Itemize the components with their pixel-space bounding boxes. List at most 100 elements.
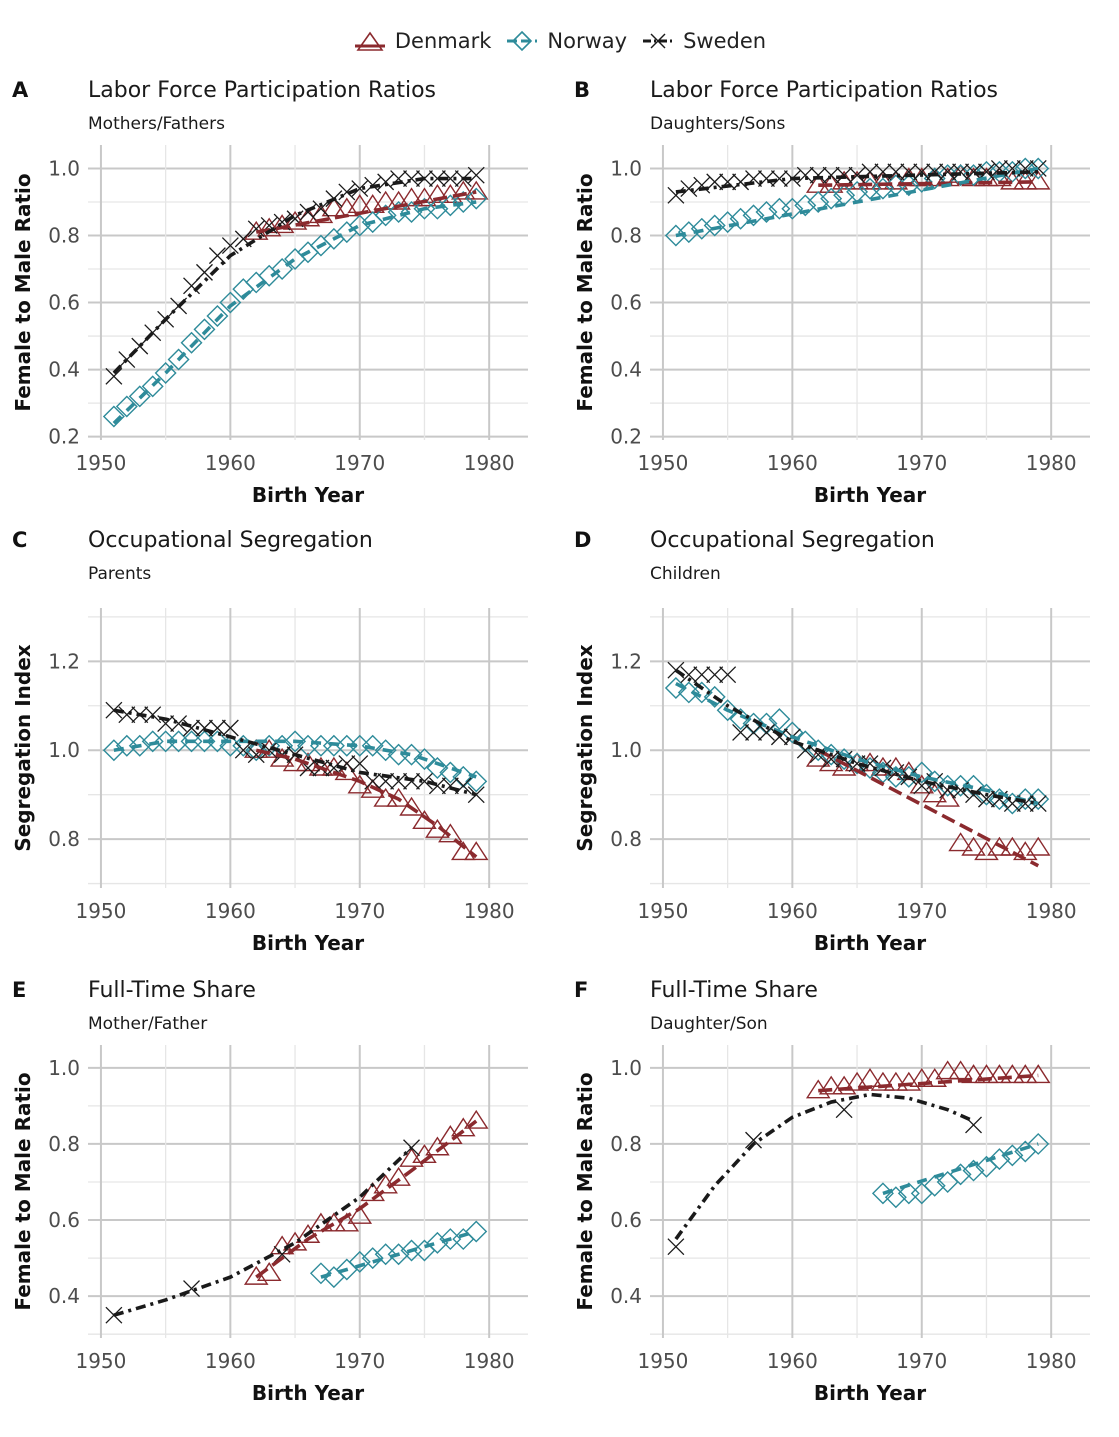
data-point-x [667, 1238, 685, 1256]
data-point-x [105, 367, 123, 385]
data-point-diamond [884, 1186, 907, 1209]
data-point-x [221, 719, 239, 737]
data-point-triangle [974, 841, 999, 861]
data-point-triangle [463, 841, 489, 861]
chart-svg-f: F Full-Time Share Daughter/Son 0.4 0.6 0.8 1.0… [573, 978, 1090, 1405]
fit-line-sweden [112, 176, 477, 375]
data-point-triangle [961, 1064, 986, 1084]
panel-subtitle: Parents [88, 564, 151, 584]
fit-line-norway [320, 1229, 477, 1279]
data-point-x [939, 163, 957, 181]
y-tick-label: 0.6 [610, 291, 642, 315]
data-point-x [835, 166, 853, 184]
series-norway [102, 187, 488, 428]
panel-tag: B [574, 78, 590, 102]
data-point-x [796, 166, 814, 184]
y-tick-label: 0.6 [610, 1208, 642, 1232]
x-tick-label: 1950 [637, 451, 688, 475]
y-tick-label: 0.4 [48, 1284, 80, 1308]
data-point-triangle [883, 1071, 909, 1091]
data-point-x [428, 170, 446, 187]
data-point-diamond [335, 221, 358, 244]
data-point-diamond [1027, 157, 1050, 180]
x-tick-label: 1980 [464, 1349, 515, 1373]
x-axis-label: Birth Year [252, 483, 364, 507]
fit-line-sweden [113, 708, 477, 797]
data-point-diamond [439, 194, 462, 217]
data-point-x [428, 777, 446, 795]
x-tick-label: 1960 [767, 451, 818, 475]
series-norway [309, 1220, 488, 1289]
x-tick-label: 1960 [205, 451, 256, 475]
panel-title: Full-Time Share [88, 978, 256, 1003]
legend-label: Denmark [394, 29, 492, 53]
data-point-triangle [1013, 841, 1038, 861]
series-sweden [667, 1101, 982, 1256]
fit-line-norway [675, 681, 1039, 806]
data-point-diamond [923, 167, 946, 190]
y-axis-label: Segregation Index [573, 644, 597, 851]
panel-subtitle: Mother/Father [88, 1014, 207, 1034]
y-tick-label: 0.6 [48, 291, 80, 315]
y-tick-label: 1.0 [610, 156, 642, 180]
chart-svg-c: C Occupational Segregation Parents 0.8 1.0 1.… [11, 528, 528, 955]
series-norway [871, 1132, 1050, 1209]
x-tick-label: 1950 [75, 1349, 126, 1373]
data-point-x [377, 173, 395, 191]
x-tick-label: 1950 [637, 1349, 688, 1373]
data-point-diamond [400, 743, 423, 766]
y-tick-label: 1.0 [48, 1056, 80, 1080]
data-point-triangle [425, 183, 450, 203]
y-tick-label: 1.0 [48, 156, 80, 180]
fit-line-norway [113, 739, 477, 779]
panel-title: Occupational Segregation [88, 528, 373, 553]
data-point-x [965, 163, 982, 181]
data-point-diamond [962, 1159, 985, 1182]
data-point-diamond [206, 304, 229, 327]
legend-label: Norway [547, 29, 628, 53]
data-point-triangle [857, 1067, 883, 1087]
data-point-x [364, 772, 382, 790]
data-point-diamond [348, 1250, 371, 1273]
data-point-x [144, 706, 162, 724]
data-point-diamond [975, 783, 998, 806]
data-point-x [183, 719, 200, 737]
x-tick-label: 1980 [464, 451, 515, 475]
x-tick-label: 1980 [1026, 899, 1077, 923]
fit-line-denmark [255, 748, 478, 859]
data-point-x [693, 176, 711, 194]
chart-svg-b: B Labor Force Participation Ratios Daughte… [573, 78, 1090, 507]
y-tick-label: 0.8 [48, 827, 80, 851]
data-point-diamond [309, 734, 332, 757]
fit-line-sweden [674, 1092, 975, 1241]
data-point-triangle [399, 1147, 424, 1167]
data-point-x [403, 170, 420, 187]
data-point-diamond [128, 734, 151, 757]
data-point-x [208, 247, 226, 265]
x-axis-label: Birth Year [252, 1381, 364, 1405]
x-cross-icon [643, 33, 674, 49]
data-point-x [170, 715, 188, 733]
y-tick-label: 0.8 [610, 1132, 642, 1156]
fit-line-sweden [113, 1146, 413, 1317]
data-point-triangle [1025, 170, 1051, 190]
x-tick-label: 1970 [334, 451, 385, 475]
data-point-triangle [987, 1064, 1012, 1084]
data-point-diamond [962, 774, 985, 797]
data-point-x [926, 163, 944, 181]
data-point-x [978, 163, 995, 181]
data-point-x [706, 173, 724, 191]
data-point-diamond [465, 187, 488, 210]
x-tick-label: 1950 [75, 899, 126, 923]
data-point-triangle [935, 1060, 960, 1080]
data-point-x [351, 755, 369, 773]
data-point-triangle [818, 1075, 844, 1095]
data-point-diamond [729, 207, 752, 230]
y-tick-label: 0.6 [48, 1208, 80, 1232]
data-point-triangle [1000, 170, 1025, 190]
x-tick-label: 1960 [205, 1349, 256, 1373]
data-point-x [822, 166, 840, 184]
fit-line-norway [112, 200, 477, 425]
data-point-diamond [703, 214, 726, 237]
data-point-triangle [870, 1071, 896, 1091]
